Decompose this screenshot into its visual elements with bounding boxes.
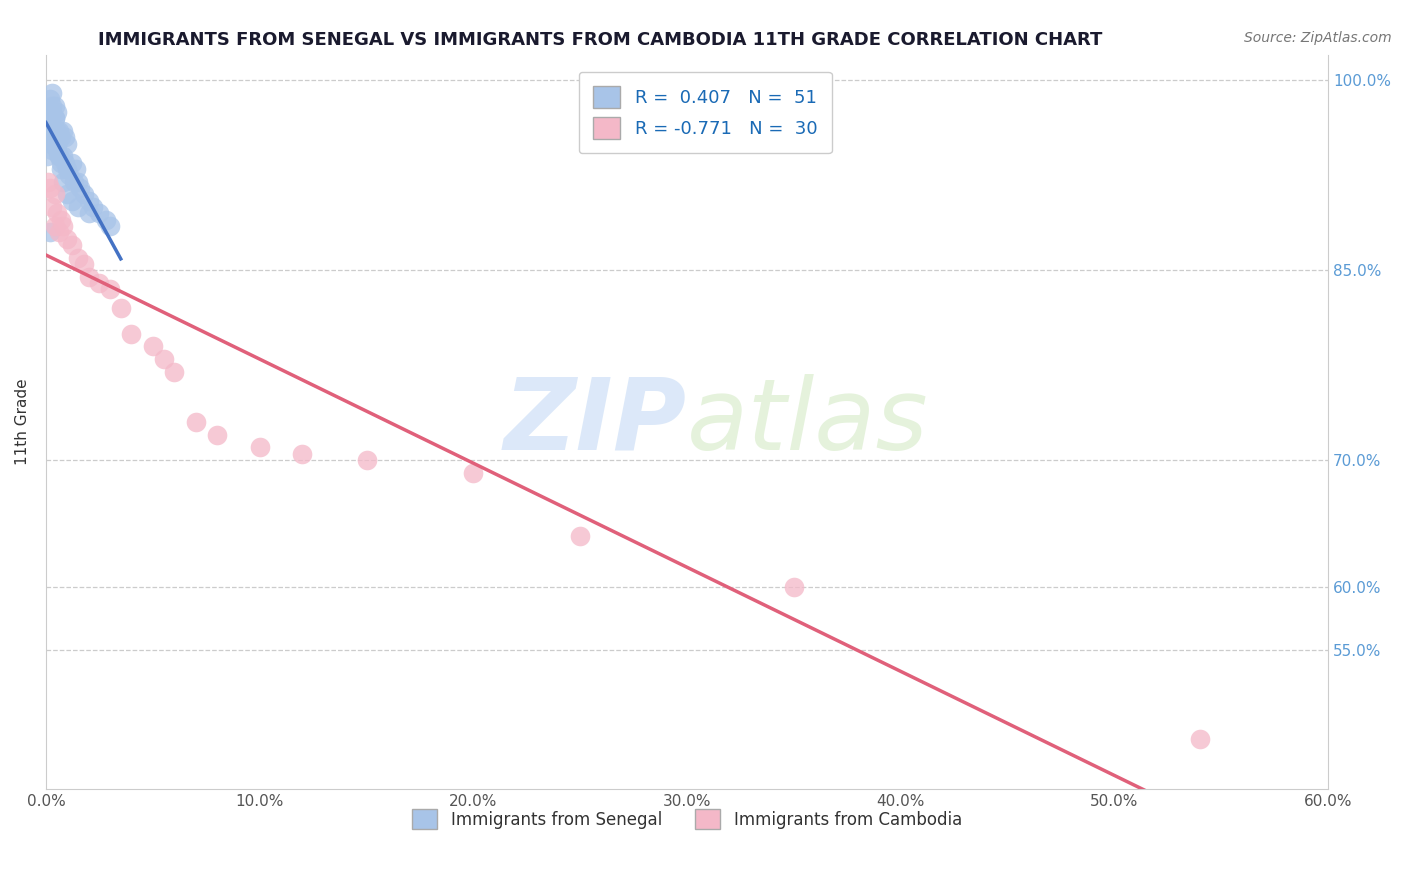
Point — [49, 130, 72, 145]
Point — [205, 427, 228, 442]
Point — [56, 232, 79, 246]
Point — [77, 206, 100, 220]
Point — [39, 136, 62, 151]
Point — [39, 105, 62, 120]
Point — [60, 155, 83, 169]
Point — [569, 529, 592, 543]
Point — [49, 155, 72, 169]
Point — [45, 124, 67, 138]
Point — [48, 149, 70, 163]
Point — [52, 149, 75, 163]
Point — [39, 124, 62, 138]
Point — [52, 124, 75, 138]
Point — [37, 130, 59, 145]
Point — [60, 238, 83, 252]
Point — [45, 136, 67, 151]
Point — [39, 92, 62, 106]
Y-axis label: 11th Grade: 11th Grade — [15, 379, 30, 466]
Point — [66, 251, 89, 265]
Point — [463, 466, 485, 480]
Point — [41, 200, 63, 214]
Point — [56, 162, 79, 177]
Point — [62, 175, 84, 189]
Point — [48, 124, 70, 138]
Point — [98, 282, 121, 296]
Point — [98, 219, 121, 233]
Text: atlas: atlas — [688, 374, 929, 471]
Point — [110, 301, 132, 316]
Point — [120, 326, 142, 341]
Point — [89, 206, 111, 220]
Point — [1188, 731, 1211, 746]
Point — [66, 200, 89, 214]
Point — [44, 112, 66, 126]
Point — [52, 175, 75, 189]
Point — [56, 187, 79, 202]
Point — [35, 149, 58, 163]
Point — [44, 219, 66, 233]
Point — [48, 225, 70, 239]
Text: Source: ZipAtlas.com: Source: ZipAtlas.com — [1244, 31, 1392, 45]
Point — [53, 155, 76, 169]
Point — [44, 187, 66, 202]
Point — [56, 136, 79, 151]
Point — [41, 105, 63, 120]
Point — [45, 105, 67, 120]
Point — [163, 365, 186, 379]
Point — [58, 169, 80, 183]
Point — [37, 112, 59, 126]
Point — [44, 99, 66, 113]
Point — [49, 212, 72, 227]
Point — [69, 181, 91, 195]
Point — [356, 453, 378, 467]
Point — [41, 143, 63, 157]
Point — [44, 112, 66, 126]
Point — [152, 351, 174, 366]
Point — [66, 175, 89, 189]
Point — [184, 415, 207, 429]
Point — [73, 257, 96, 271]
Point — [37, 175, 59, 189]
Point — [142, 339, 165, 353]
Point — [94, 212, 117, 227]
Text: ZIP: ZIP — [505, 374, 688, 471]
Point — [77, 194, 100, 208]
Point — [249, 441, 271, 455]
Point — [53, 130, 76, 145]
Point — [49, 162, 72, 177]
Point — [45, 206, 67, 220]
Point — [41, 118, 63, 132]
Point — [44, 130, 66, 145]
Point — [38, 124, 60, 138]
Point — [291, 447, 314, 461]
Point — [41, 99, 63, 113]
Point — [52, 219, 75, 233]
Legend: Immigrants from Senegal, Immigrants from Cambodia: Immigrants from Senegal, Immigrants from… — [406, 802, 969, 836]
Point — [45, 143, 67, 157]
Point — [783, 580, 806, 594]
Point — [82, 200, 104, 214]
Point — [77, 269, 100, 284]
Point — [48, 149, 70, 163]
Point — [89, 276, 111, 290]
Point — [39, 181, 62, 195]
Point — [65, 162, 87, 177]
Point — [39, 225, 62, 239]
Text: IMMIGRANTS FROM SENEGAL VS IMMIGRANTS FROM CAMBODIA 11TH GRADE CORRELATION CHART: IMMIGRANTS FROM SENEGAL VS IMMIGRANTS FR… — [98, 31, 1102, 49]
Point — [41, 86, 63, 100]
Point — [73, 187, 96, 202]
Point — [60, 194, 83, 208]
